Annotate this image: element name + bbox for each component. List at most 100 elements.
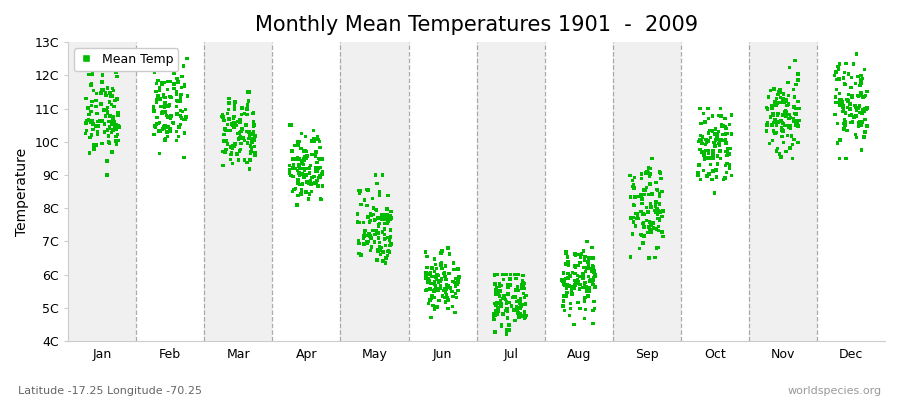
Point — [310, 159, 324, 166]
Point — [627, 174, 642, 181]
Point — [96, 107, 111, 114]
Point — [718, 136, 733, 143]
Point — [421, 276, 436, 282]
Point — [781, 92, 796, 98]
Point — [231, 136, 246, 142]
Point — [94, 87, 109, 93]
Point — [694, 137, 708, 143]
Point — [174, 122, 188, 128]
Point — [360, 240, 374, 246]
Point — [692, 162, 706, 168]
Point — [698, 141, 713, 148]
Point — [221, 100, 236, 106]
Point — [288, 165, 302, 172]
Point — [217, 117, 231, 124]
Point — [78, 130, 93, 137]
Point — [146, 108, 160, 115]
Point — [244, 148, 258, 155]
Point — [216, 114, 230, 120]
Point — [358, 227, 373, 234]
Point — [85, 132, 99, 138]
Point — [79, 120, 94, 126]
Point — [516, 272, 530, 279]
Point — [650, 186, 664, 193]
Point — [854, 118, 868, 125]
Point — [713, 148, 727, 154]
Point — [248, 137, 262, 143]
Point — [510, 287, 525, 293]
Point — [854, 80, 868, 86]
Point — [286, 162, 301, 168]
Point — [361, 187, 375, 193]
Point — [854, 90, 868, 96]
Point — [851, 105, 866, 112]
Point — [373, 189, 387, 195]
Point — [158, 102, 172, 109]
Point — [100, 110, 114, 116]
Point — [559, 285, 573, 292]
Point — [643, 171, 657, 177]
Bar — [409, 42, 477, 341]
Point — [769, 119, 783, 125]
Point — [219, 146, 233, 153]
Point — [629, 216, 643, 222]
Point — [227, 120, 241, 126]
Point — [631, 215, 645, 222]
Point — [496, 272, 510, 278]
Point — [304, 188, 319, 195]
Point — [576, 284, 590, 291]
Point — [99, 92, 113, 99]
Point — [644, 222, 658, 228]
Point — [500, 282, 515, 288]
Point — [626, 185, 641, 191]
Point — [297, 174, 311, 180]
Point — [436, 270, 451, 276]
Point — [788, 94, 802, 100]
Point — [765, 106, 779, 112]
Point — [177, 82, 192, 88]
Point — [559, 293, 573, 299]
Point — [778, 109, 792, 115]
Point — [518, 312, 533, 318]
Point — [242, 133, 256, 139]
Point — [500, 299, 514, 305]
Point — [851, 93, 866, 99]
Point — [626, 231, 640, 237]
Point — [828, 94, 842, 100]
Point — [778, 122, 792, 128]
Point — [490, 291, 504, 298]
Point — [507, 307, 521, 313]
Point — [310, 182, 325, 189]
Point — [102, 139, 116, 145]
Point — [81, 105, 95, 111]
Point — [446, 278, 460, 285]
Point — [441, 297, 455, 303]
Point — [695, 134, 709, 140]
Point — [441, 282, 455, 289]
Point — [791, 71, 806, 77]
Point — [110, 73, 124, 80]
Point — [98, 90, 112, 96]
Point — [367, 239, 382, 245]
Point — [854, 72, 868, 78]
Point — [240, 102, 255, 108]
Point — [568, 282, 582, 288]
Point — [701, 138, 716, 144]
Point — [490, 300, 504, 306]
Point — [775, 134, 789, 140]
Point — [586, 307, 600, 314]
Point — [656, 233, 670, 240]
Point — [646, 220, 661, 226]
Point — [90, 131, 104, 138]
Point — [832, 137, 847, 143]
Point — [715, 137, 729, 143]
Point — [170, 98, 184, 105]
Point — [500, 291, 515, 297]
Point — [701, 130, 716, 136]
Point — [86, 121, 100, 127]
Point — [300, 179, 314, 185]
Point — [218, 149, 232, 156]
Point — [241, 135, 256, 142]
Point — [516, 290, 530, 297]
Point — [780, 80, 795, 86]
